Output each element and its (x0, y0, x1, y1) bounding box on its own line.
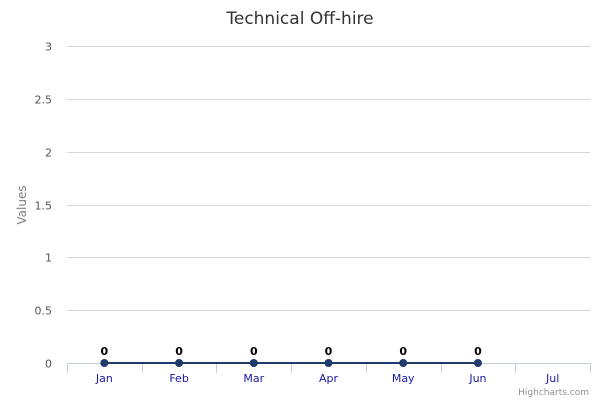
y-tick-label: 0.5 (35, 305, 53, 318)
y-tick-label: 2.5 (35, 94, 53, 107)
y-tick-label: 3 (45, 41, 52, 54)
y-axis-tick-labels: 0 0.5 1 1.5 2 2.5 3 (35, 41, 53, 371)
data-label: 0 (101, 345, 109, 358)
x-tick-label: Jul (545, 372, 559, 385)
x-tick-label: Jan (95, 372, 113, 385)
data-point[interactable] (399, 359, 408, 367)
x-tick-label: Mar (243, 372, 264, 385)
x-tick-label: Jun (468, 372, 486, 385)
data-point[interactable] (100, 359, 109, 367)
y-tick-label: 1 (45, 252, 52, 265)
x-tick-label: Apr (319, 372, 339, 385)
data-point[interactable] (249, 359, 258, 367)
data-label: 0 (399, 345, 407, 358)
data-labels: 0 0 0 0 0 0 (101, 345, 483, 358)
data-label: 0 (325, 345, 333, 358)
y-tick-label: 0 (45, 358, 52, 371)
x-tick-label: May (392, 372, 415, 385)
data-point[interactable] (175, 359, 184, 367)
data-label: 0 (474, 345, 482, 358)
chart-title: Technical Off-hire (225, 9, 373, 29)
y-tick-label: 1.5 (35, 200, 53, 213)
y-tick-label: 2 (45, 147, 52, 160)
x-tick-label: Feb (169, 372, 188, 385)
credits-link[interactable]: Highcharts.com (518, 388, 589, 398)
data-point[interactable] (473, 359, 482, 367)
data-label: 0 (175, 345, 183, 358)
y-axis-title: Values (15, 185, 29, 224)
gridlines (67, 46, 590, 364)
data-point[interactable] (324, 359, 333, 367)
data-label: 0 (250, 345, 258, 358)
series-layer (100, 359, 482, 367)
